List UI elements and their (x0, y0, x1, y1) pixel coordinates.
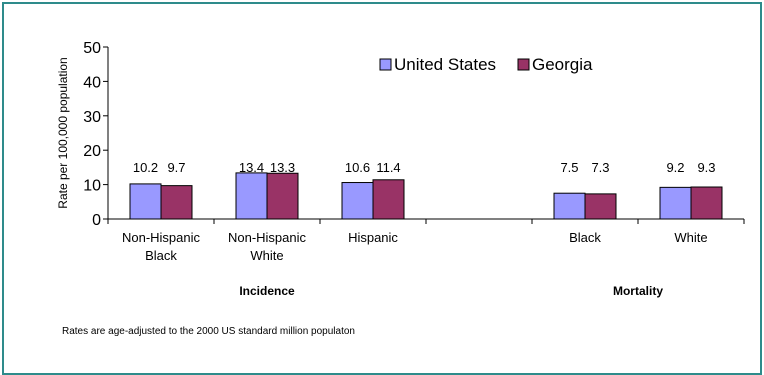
x-axis: Non-Hispanic Black Non-Hispanic White Hispan… (107, 218, 745, 298)
x-category-label: Hispanic (348, 230, 398, 245)
legend: United States Georgia (379, 55, 593, 74)
x-category-label: Non-Hispanic (122, 230, 201, 245)
footnote: Rates are age-adjusted to the 2000 US st… (62, 326, 355, 337)
bar (266, 172, 299, 220)
data-label: 7.3 (591, 160, 609, 175)
y-tick-label: 20 (83, 143, 101, 160)
bar (659, 186, 692, 220)
x-group-label: Incidence (239, 284, 295, 298)
x-category-label: Black (569, 230, 601, 245)
data-label: 11.4 (376, 160, 400, 175)
bar (235, 172, 268, 220)
x-category-label: White (250, 248, 283, 263)
x-category-label: White (674, 230, 707, 245)
bar (584, 193, 617, 220)
x-group-label: Mortality (613, 284, 663, 298)
y-axis: 0 10 20 30 40 50 (83, 40, 109, 229)
data-label: 7.5 (560, 160, 578, 175)
data-label: 9.7 (167, 160, 185, 175)
y-tick-label: 30 (83, 109, 101, 126)
legend-label: United States (394, 55, 496, 74)
bars: 10.2 9.7 13.4 13.3 10.6 11.4 7.5 7.3 9.2 9.3 (129, 160, 723, 220)
y-tick-label: 10 (83, 178, 101, 195)
y-axis-label: Rate per 100,000 population (56, 57, 70, 208)
x-category-label: Non-Hispanic (228, 230, 307, 245)
y-tick-label: 0 (92, 212, 101, 229)
x-category-label: Black (145, 248, 177, 263)
data-label: 13.4 (239, 160, 264, 175)
y-tick-label: 50 (83, 40, 101, 57)
data-label: 13.3 (270, 160, 295, 175)
bar (372, 179, 405, 220)
bar (129, 183, 162, 220)
bar (690, 186, 723, 220)
data-label: 10.6 (345, 160, 370, 175)
data-label: 10.2 (133, 160, 158, 175)
legend-label: Georgia (532, 55, 593, 74)
legend-swatch (517, 58, 530, 71)
data-label: 9.2 (666, 160, 684, 175)
bar (341, 182, 374, 220)
y-tick-label: 40 (83, 74, 101, 91)
data-label: 9.3 (697, 160, 715, 175)
bar (160, 185, 193, 220)
legend-swatch (379, 58, 392, 71)
bar (553, 192, 586, 220)
